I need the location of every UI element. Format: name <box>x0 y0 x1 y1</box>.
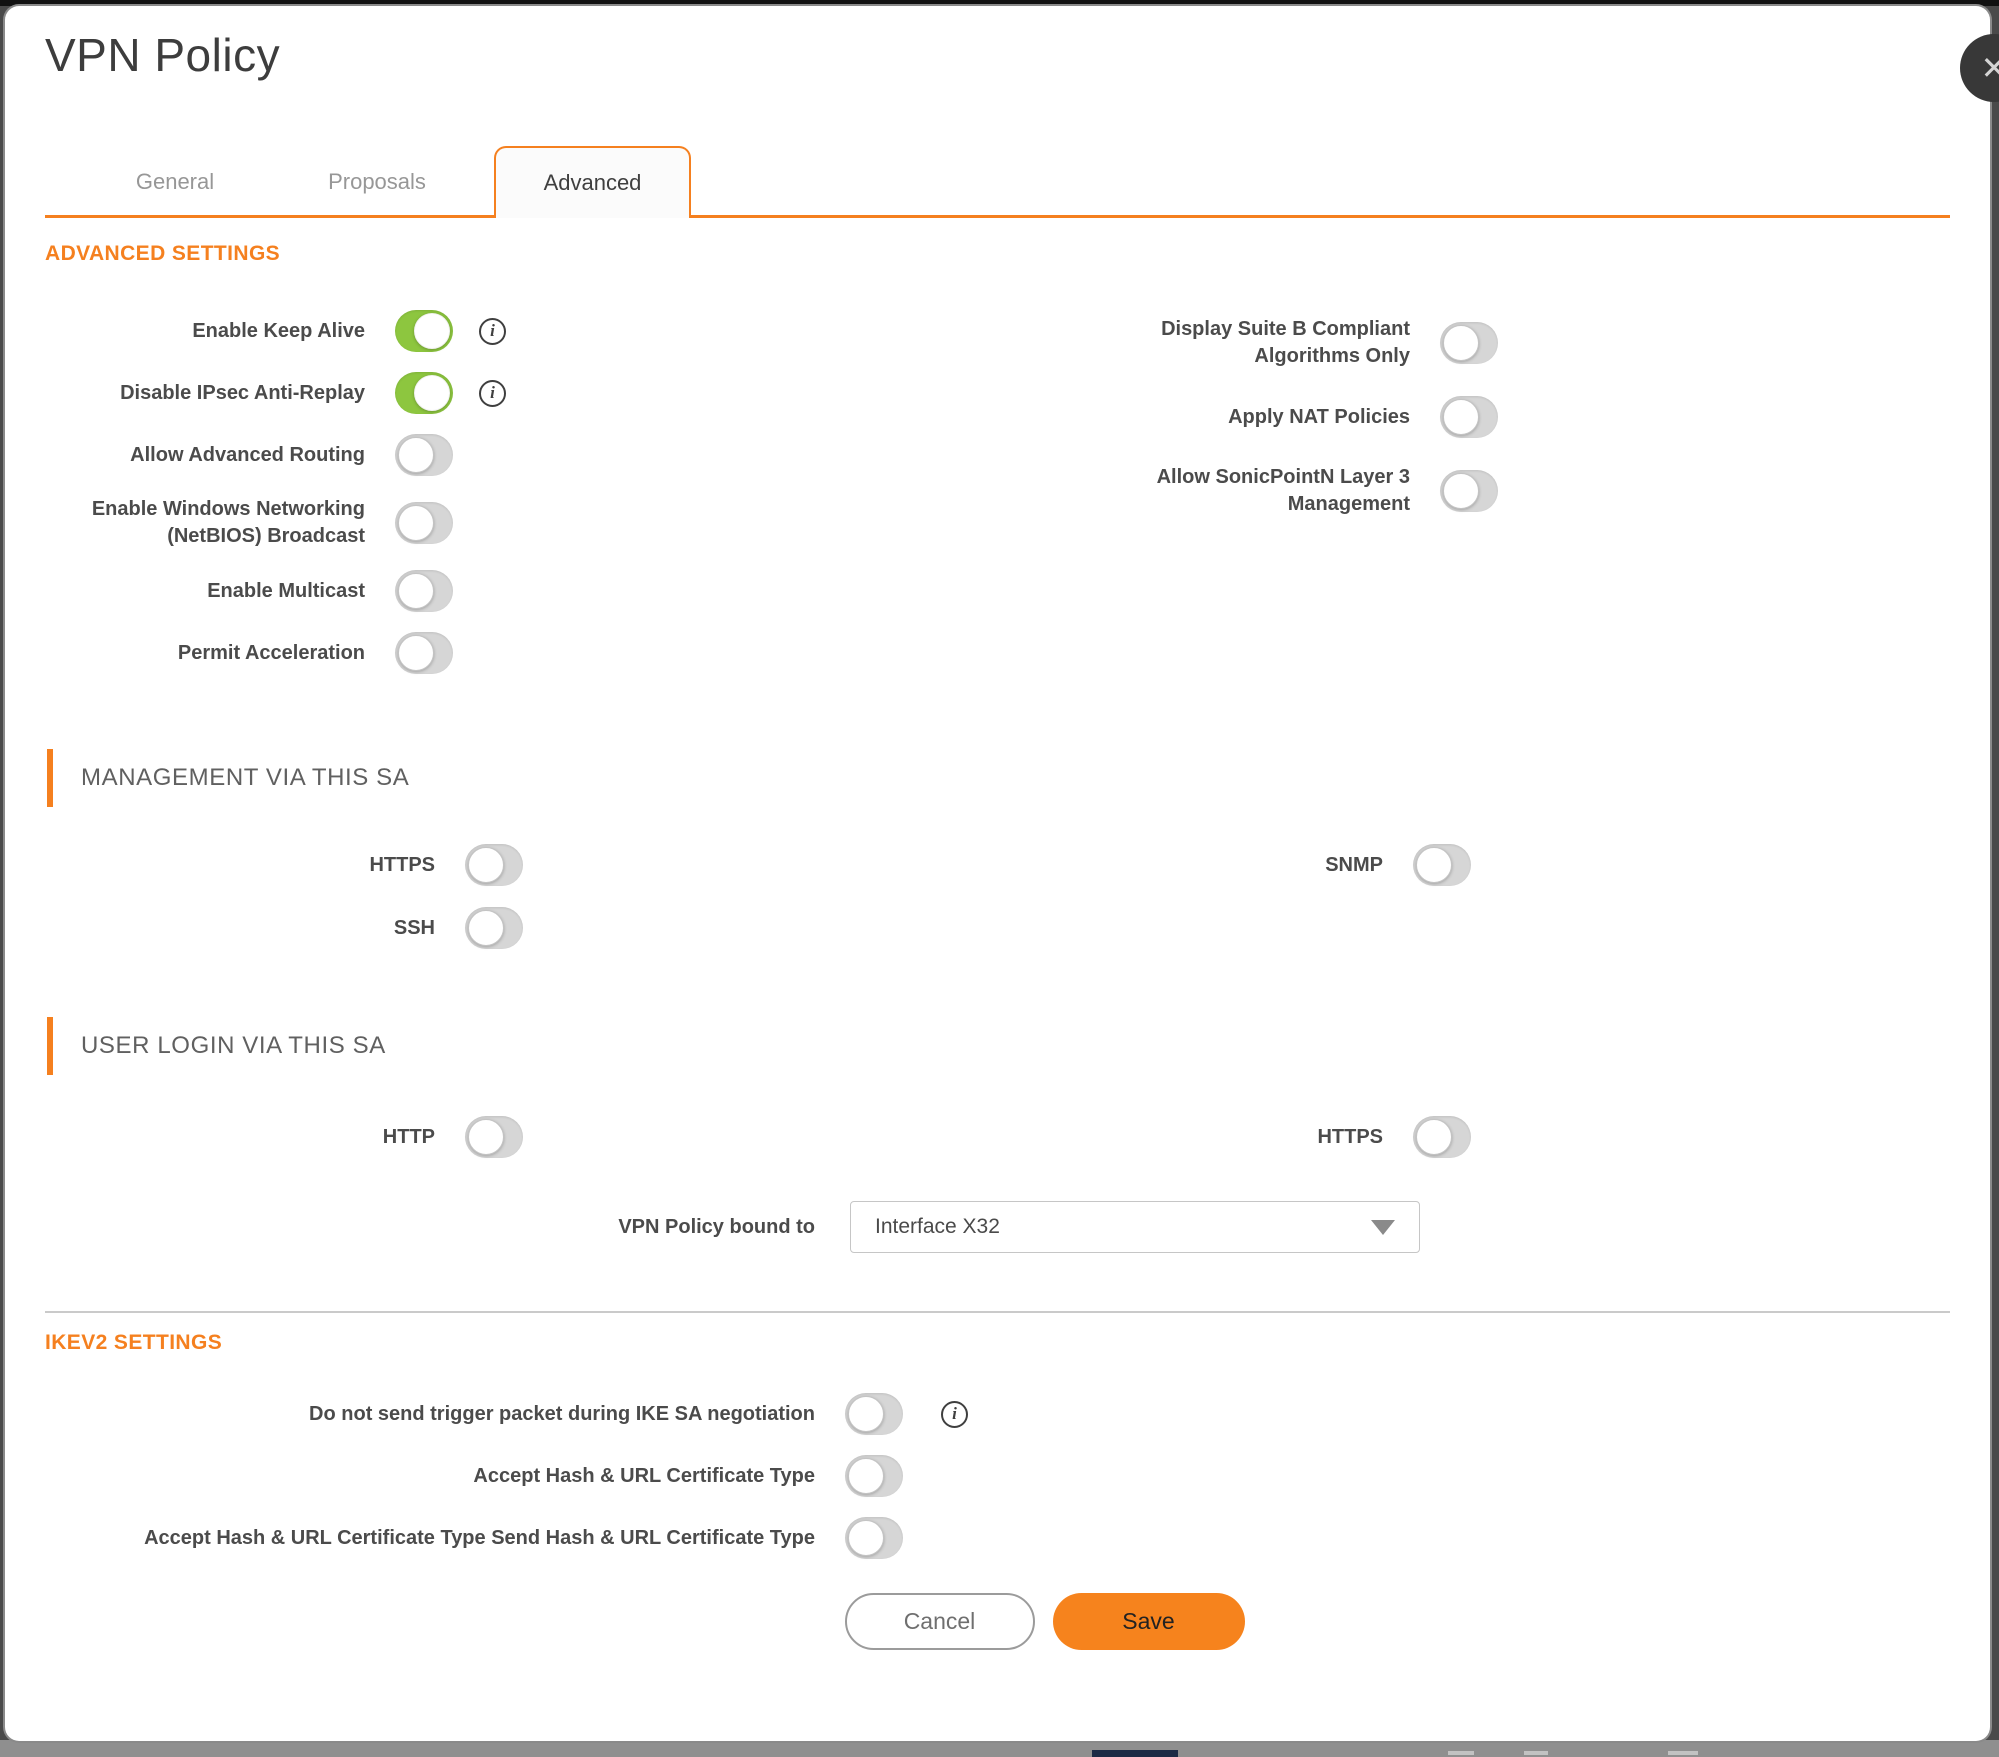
bound-to-dropdown[interactable]: Interface X32 <box>850 1201 1420 1253</box>
apply-nat-policies-toggle[interactable] <box>1440 396 1498 438</box>
setting-row: Do not send trigger packet during IKE SA… <box>45 1393 1950 1435</box>
info-icon[interactable]: i <box>941 1400 968 1428</box>
advanced-settings-section: Enable Keep Alive i Disable IPsec Anti-R… <box>45 310 1950 694</box>
enable-multicast-toggle[interactable] <box>395 570 453 612</box>
user-login-via-sa-section: USER LOGIN VIA THIS SA HTTP HTTPS <box>45 1016 1950 1253</box>
section-title-management-sa: MANAGEMENT VIA THIS SA <box>81 764 410 791</box>
setting-row: Enable Keep Alive i <box>45 310 605 352</box>
section-header: USER LOGIN VIA THIS SA <box>47 1016 1950 1076</box>
setting-label: Permit Acceleration <box>177 641 365 664</box>
setting-row: Enable Multicast <box>45 570 605 612</box>
setting-row: Allow Advanced Routing <box>45 434 605 476</box>
setting-row: HTTPS <box>45 844 605 886</box>
vpn-policy-dialog: ✕ VPN Policy General Proposals Advanced … <box>5 6 1999 1741</box>
setting-row: SNMP <box>1083 844 1471 886</box>
setting-row: HTTPS <box>1083 1116 1471 1158</box>
management-via-sa-section: MANAGEMENT VIA THIS SA HTTPS SSH SNMP <box>45 748 1950 970</box>
background-page-fragment <box>1668 1751 1698 1755</box>
user-login-http-toggle[interactable] <box>465 1116 523 1158</box>
tab-general[interactable]: General <box>135 169 215 194</box>
ikev2-settings-section: Do not send trigger packet during IKE SA… <box>45 1393 1950 1559</box>
setting-label: Enable Windows Networking (NetBIOS) Broa… <box>91 498 365 547</box>
accept-send-hash-url-cert-toggle[interactable] <box>845 1517 903 1559</box>
info-icon[interactable]: i <box>479 317 506 345</box>
tab-advanced[interactable]: Advanced <box>494 146 691 218</box>
chevron-down-icon <box>1371 1219 1395 1235</box>
section-title-advanced-settings: ADVANCED SETTINGS <box>45 242 281 265</box>
section-divider <box>45 1311 1950 1313</box>
section-accent-bar <box>47 1017 53 1075</box>
vpn-policy-bound-row: VPN Policy bound to Interface X32 <box>45 1201 1950 1253</box>
disable-ipsec-anti-replay-toggle[interactable] <box>395 372 453 414</box>
permit-acceleration-toggle[interactable] <box>395 632 453 674</box>
section-title-ikev2-settings: IKEV2 SETTINGS <box>45 1331 223 1354</box>
setting-label: HTTPS <box>1317 1125 1383 1148</box>
management-ssh-toggle[interactable] <box>465 907 523 949</box>
accept-hash-url-cert-toggle[interactable] <box>845 1455 903 1497</box>
enable-netbios-broadcast-toggle[interactable] <box>395 502 453 544</box>
setting-label: Accept Hash & URL Certificate Type Send … <box>144 1526 815 1549</box>
page-behind-modal <box>0 1740 1999 1757</box>
bound-to-label: VPN Policy bound to <box>618 1215 815 1238</box>
setting-row: Accept Hash & URL Certificate Type Send … <box>45 1517 1950 1559</box>
allow-sonicpointn-l3-toggle[interactable] <box>1440 470 1498 512</box>
section-header: MANAGEMENT VIA THIS SA <box>47 748 1950 808</box>
setting-row: Disable IPsec Anti-Replay i <box>45 372 605 414</box>
setting-label: Allow SonicPointN Layer 3 Management <box>1156 466 1410 515</box>
background-page-element <box>1092 1750 1178 1757</box>
setting-row: Enable Windows Networking (NetBIOS) Broa… <box>45 496 605 550</box>
setting-label: Enable Keep Alive <box>192 319 365 342</box>
info-icon[interactable]: i <box>479 379 506 407</box>
setting-row: SSH <box>45 907 605 949</box>
section-title-user-login-sa: USER LOGIN VIA THIS SA <box>81 1032 386 1059</box>
setting-row: Accept Hash & URL Certificate Type <box>45 1455 1950 1497</box>
setting-label: Disable IPsec Anti-Replay <box>120 381 365 404</box>
enable-keep-alive-toggle[interactable] <box>395 310 453 352</box>
setting-row: Permit Acceleration <box>45 632 605 674</box>
tab-bar: General Proposals Advanced <box>45 146 1950 218</box>
dialog-footer: Cancel Save <box>92 1593 1997 1650</box>
tab-bar-underline <box>45 215 1950 218</box>
setting-row: HTTP <box>45 1116 605 1158</box>
setting-row: Display Suite B Compliant Algorithms Onl… <box>1110 316 1498 370</box>
setting-label: Do not send trigger packet during IKE SA… <box>309 1402 815 1425</box>
allow-advanced-routing-toggle[interactable] <box>395 434 453 476</box>
page-title: VPN Policy <box>45 29 281 81</box>
background-page-fragment <box>1448 1751 1474 1755</box>
page-top-edge <box>0 0 1999 6</box>
save-button[interactable]: Save <box>1052 1593 1245 1650</box>
user-login-https-toggle[interactable] <box>1413 1116 1471 1158</box>
management-snmp-toggle[interactable] <box>1413 844 1471 886</box>
cancel-button[interactable]: Cancel <box>844 1593 1035 1650</box>
display-suite-b-toggle[interactable] <box>1440 322 1498 364</box>
setting-row: Allow SonicPointN Layer 3 Management <box>1110 464 1498 518</box>
background-page-fragment <box>1524 1751 1548 1755</box>
setting-label: Display Suite B Compliant Algorithms Onl… <box>1161 318 1410 367</box>
tab-proposals[interactable]: Proposals <box>328 169 426 194</box>
setting-label: SNMP <box>1325 853 1383 876</box>
no-trigger-packet-toggle[interactable] <box>845 1393 903 1435</box>
section-accent-bar <box>47 749 53 807</box>
setting-label: Accept Hash & URL Certificate Type <box>473 1464 815 1487</box>
setting-label: SSH <box>393 916 435 939</box>
management-https-toggle[interactable] <box>465 844 523 886</box>
setting-label: Apply NAT Policies <box>1228 405 1410 428</box>
setting-label: HTTPS <box>369 853 435 876</box>
setting-row: Apply NAT Policies <box>1110 396 1498 438</box>
bound-to-value: Interface X32 <box>875 1215 1000 1238</box>
setting-label: Allow Advanced Routing <box>130 443 365 466</box>
setting-label: HTTP <box>382 1125 435 1148</box>
setting-label: Enable Multicast <box>207 579 365 602</box>
